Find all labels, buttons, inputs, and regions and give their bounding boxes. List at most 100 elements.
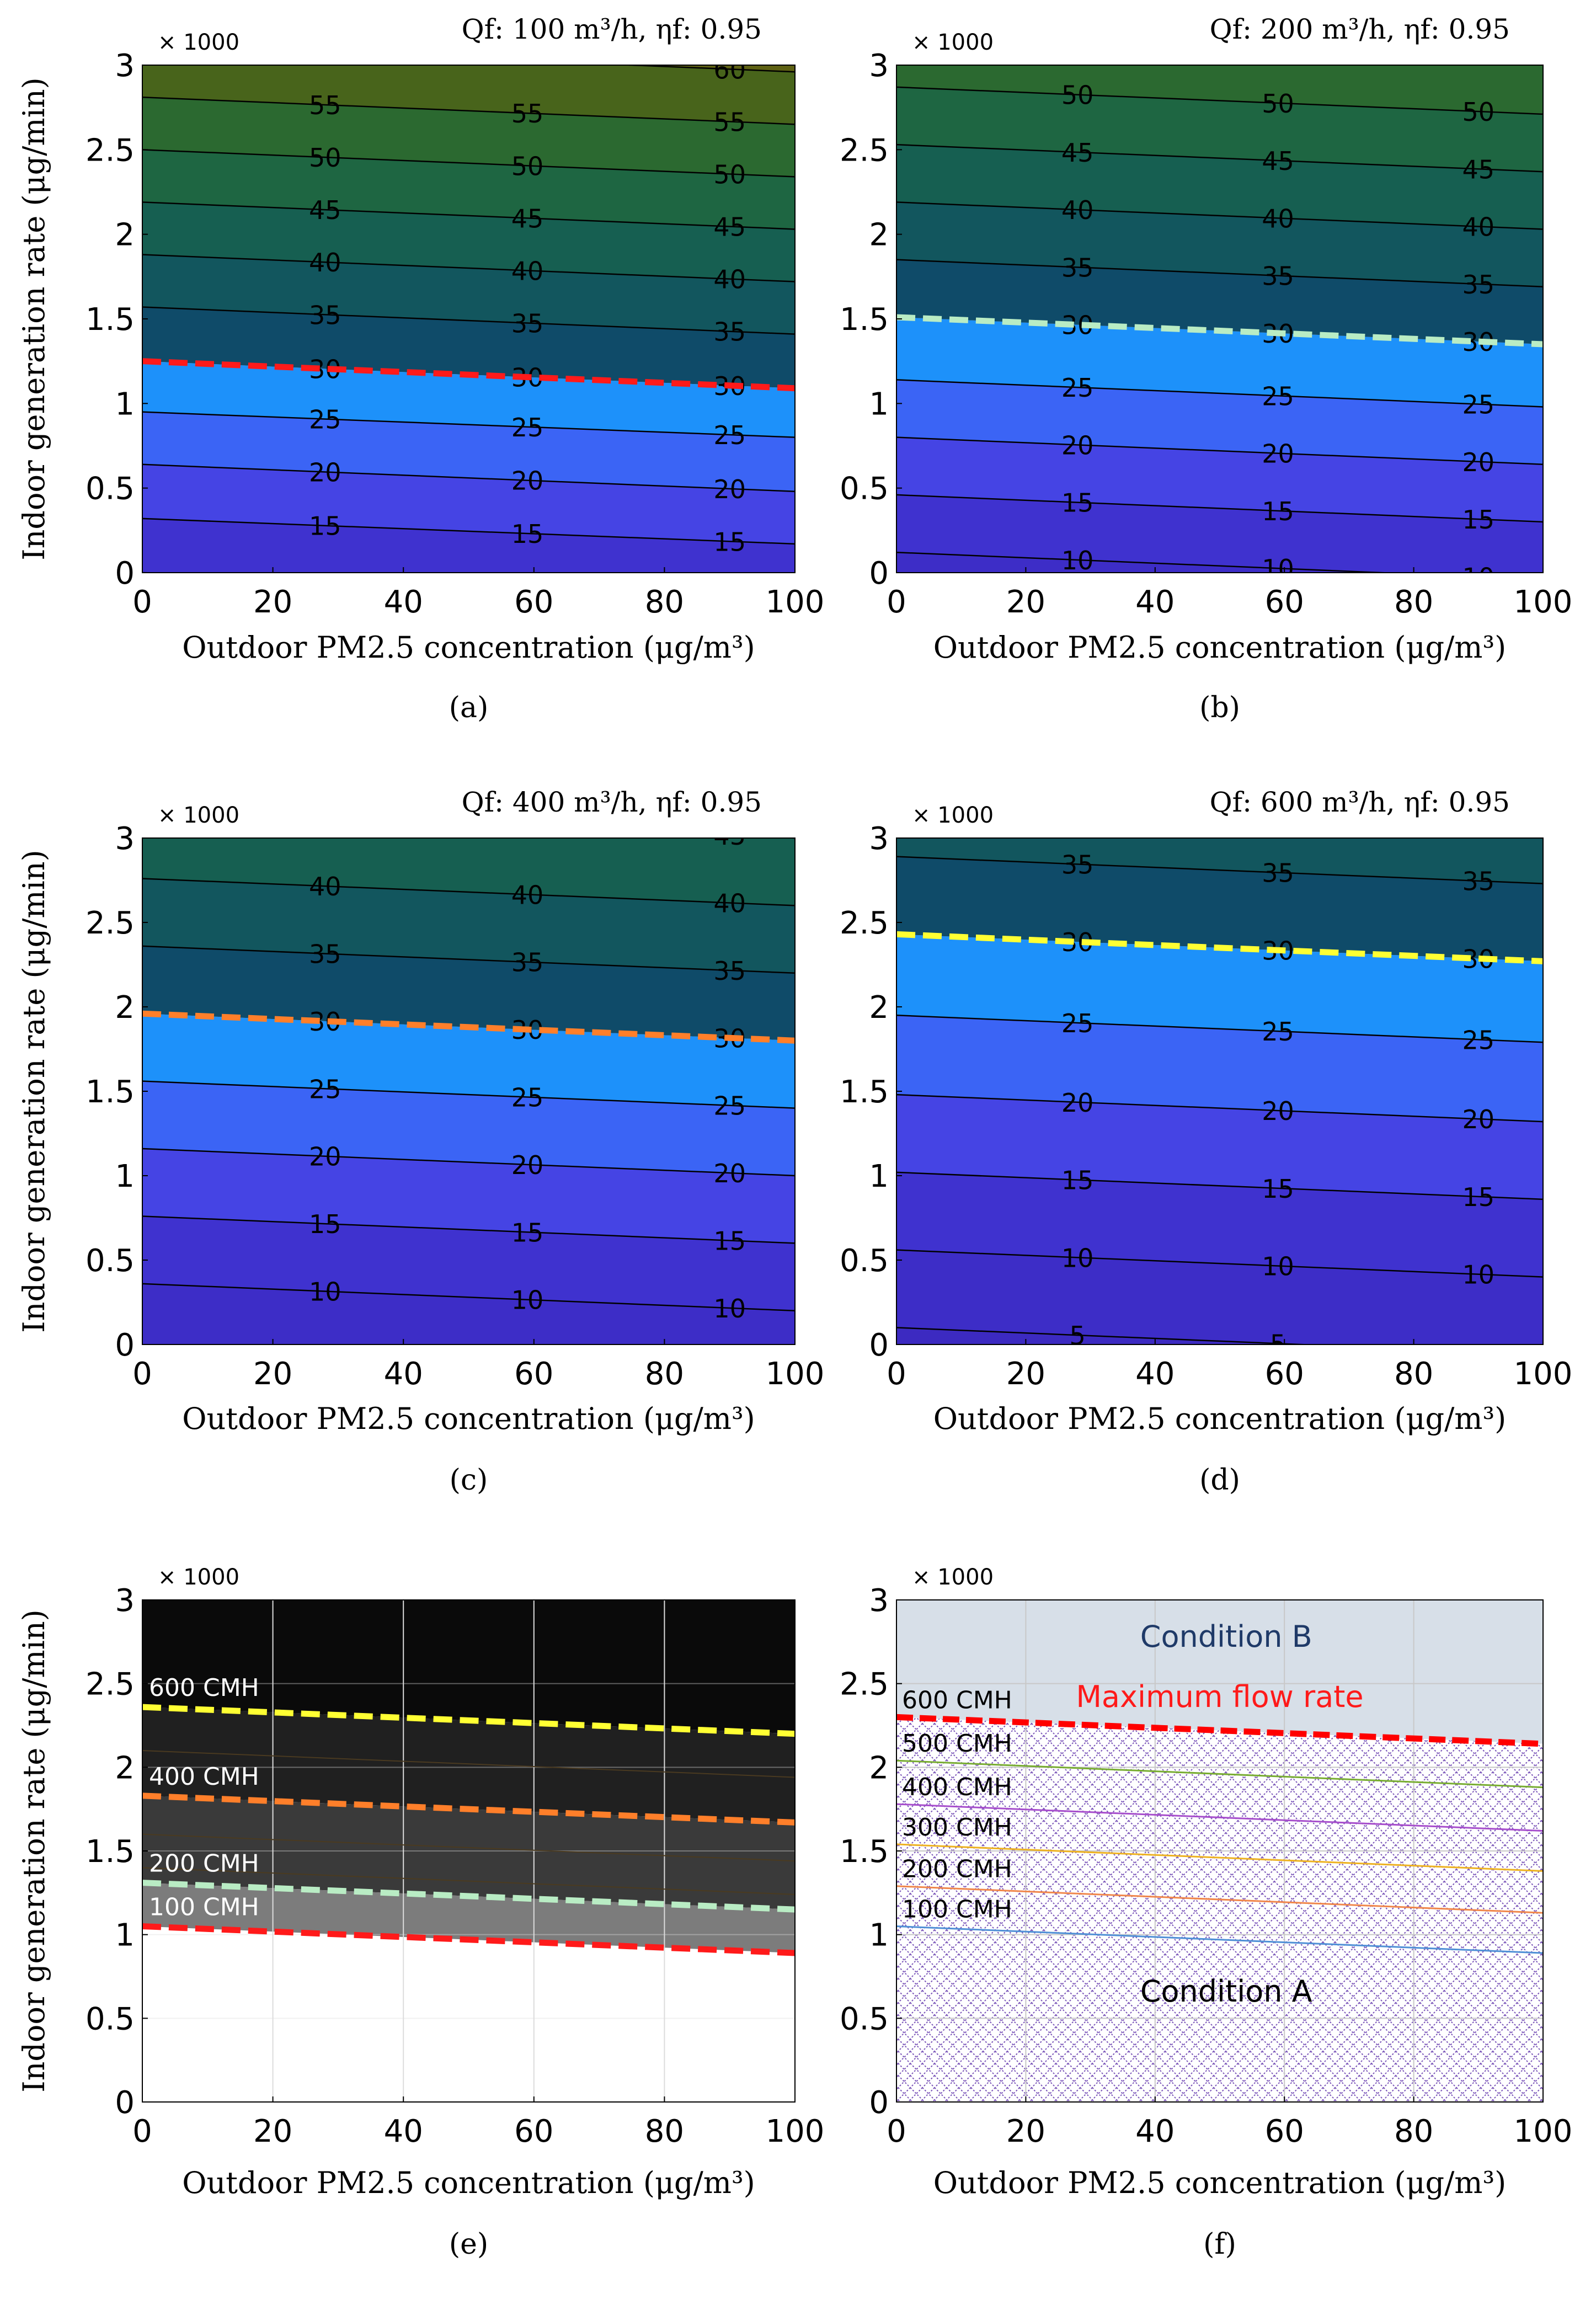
series-line xyxy=(142,1704,795,1737)
y-tick-label: 2.5 xyxy=(86,1667,135,1703)
contour-line xyxy=(896,379,1543,408)
contour-label: 10 xyxy=(1462,562,1495,592)
contour-label: 55 xyxy=(511,99,544,129)
series-line xyxy=(142,1880,795,1913)
plot-frame xyxy=(896,1599,1544,2103)
contour-line xyxy=(896,856,1543,884)
contour-line xyxy=(142,878,795,906)
x-tick-label: 20 xyxy=(253,584,292,620)
y-axis-label: Indoor generation rate (μg/min) xyxy=(17,1609,51,2092)
y-tick-label: 1 xyxy=(869,1159,889,1194)
contour-label: 25 xyxy=(309,405,341,435)
contour-label: 50 xyxy=(1262,89,1294,119)
y-tick-label: 1 xyxy=(115,1159,135,1194)
y-tick-label: 2.5 xyxy=(86,132,135,168)
series-line xyxy=(896,1843,1543,1872)
contour-band xyxy=(142,1149,795,1244)
plot-area: 600 CMH 400 CMH 200 CMH 100 CMH xyxy=(142,1600,795,2102)
y-tick-label: 0 xyxy=(115,1327,135,1363)
y-tick-label: 0 xyxy=(869,556,889,591)
contour-label: 45 xyxy=(713,821,746,851)
contour-label: 45 xyxy=(1262,146,1294,176)
y-tick-label: 3 xyxy=(869,48,889,84)
contour-label: 50 xyxy=(309,143,341,173)
contour-band xyxy=(142,254,795,334)
plot-area: 55101010151515202020252525303030353535 xyxy=(896,838,1543,1359)
x-tick-label: 20 xyxy=(1006,2114,1045,2149)
y-tick-label: 3 xyxy=(115,1583,135,1619)
contour-label: 25 xyxy=(1262,1017,1294,1047)
region-band xyxy=(142,1707,795,1823)
y-tick-label: 1 xyxy=(869,386,889,422)
plot-frame xyxy=(142,837,796,1345)
y-tick-label: 1.5 xyxy=(86,1074,135,1110)
y-tick-label: 1.5 xyxy=(840,1074,889,1110)
y-tick-label: 2.5 xyxy=(840,132,889,168)
contour-line xyxy=(896,143,1543,173)
y-tick-label: 2 xyxy=(869,217,889,253)
contour-line xyxy=(896,259,1543,287)
contour-label: 25 xyxy=(309,1074,341,1104)
contour-label: 25 xyxy=(511,1083,544,1113)
contour-label: 20 xyxy=(713,1159,746,1188)
contour-band xyxy=(896,1172,1543,1277)
region-label: Condition B xyxy=(1140,1619,1312,1654)
contour-label: 25 xyxy=(713,420,746,450)
x-tick-label: 80 xyxy=(1394,1356,1433,1392)
y-tick-label: 0.5 xyxy=(86,471,135,507)
contour-label: 15 xyxy=(511,1218,544,1247)
y-tick-label: 0 xyxy=(115,2085,135,2121)
x-tick-label: 0 xyxy=(887,1356,906,1392)
y-tick-label: 1.5 xyxy=(840,1834,889,1870)
plot-area: 600 CMH 500 CMH 400 CMH 300 CMH 200 CMH 100 C… xyxy=(896,1600,1543,2102)
x-tick-label: 20 xyxy=(253,1356,292,1392)
x-tick-label: 0 xyxy=(132,2114,152,2149)
contour-label: 15 xyxy=(1462,505,1495,535)
plot-area: 1010101515152020202525253030303535354040… xyxy=(142,821,795,1344)
y-tick-label: 1.5 xyxy=(86,302,135,338)
contour-band xyxy=(896,1250,1543,1344)
contour-label: 10 xyxy=(1061,546,1094,575)
axis-multiplier: × 1000 xyxy=(912,30,994,55)
contour-band xyxy=(896,1095,1543,1199)
x-axis-label: Outdoor PM2.5 concentration (μg/m³) xyxy=(933,1401,1506,1436)
contour-band xyxy=(142,838,795,906)
plot-frame xyxy=(896,837,1544,1345)
contour-label: 55 xyxy=(713,107,746,137)
y-tick-label: 3 xyxy=(869,821,889,857)
x-tick-label: 80 xyxy=(1394,584,1433,620)
x-tick-label: 80 xyxy=(645,584,684,620)
contour-label: 10 xyxy=(511,1285,544,1315)
series-label: 200 CMH xyxy=(902,1855,1012,1884)
contour-band xyxy=(896,494,1543,573)
contour-label: 10 xyxy=(1262,1252,1294,1282)
contour-line xyxy=(896,86,1543,115)
y-tick-label: 2 xyxy=(869,990,889,1026)
contour-band xyxy=(142,202,795,282)
y-tick-label: 0 xyxy=(115,556,135,591)
series-label: 300 CMH xyxy=(902,1813,1012,1842)
region-band xyxy=(142,1882,795,1954)
contour-label: 5 xyxy=(1270,1329,1286,1359)
contour-label: 25 xyxy=(511,413,544,442)
contour-band xyxy=(142,878,795,973)
contour-label: 40 xyxy=(1262,204,1294,233)
contour-line xyxy=(896,1249,1543,1278)
contour-band xyxy=(142,464,795,544)
x-axis-label: Outdoor PM2.5 concentration (μg/m³) xyxy=(933,630,1506,665)
region-band xyxy=(142,1600,795,1734)
contour-label: 20 xyxy=(309,1142,341,1172)
contour-label: 35 xyxy=(1462,867,1495,897)
contour-label: 40 xyxy=(713,265,746,295)
contour-band xyxy=(896,87,1543,172)
contour-line xyxy=(142,411,795,438)
x-tick-label: 20 xyxy=(1006,1356,1045,1392)
x-tick-label: 0 xyxy=(132,584,152,620)
contour-band xyxy=(142,518,795,573)
x-tick-label: 80 xyxy=(1394,2114,1433,2149)
contour-line xyxy=(142,463,795,493)
axis-multiplier: × 1000 xyxy=(158,1565,239,1590)
contour-label: 15 xyxy=(713,527,746,557)
